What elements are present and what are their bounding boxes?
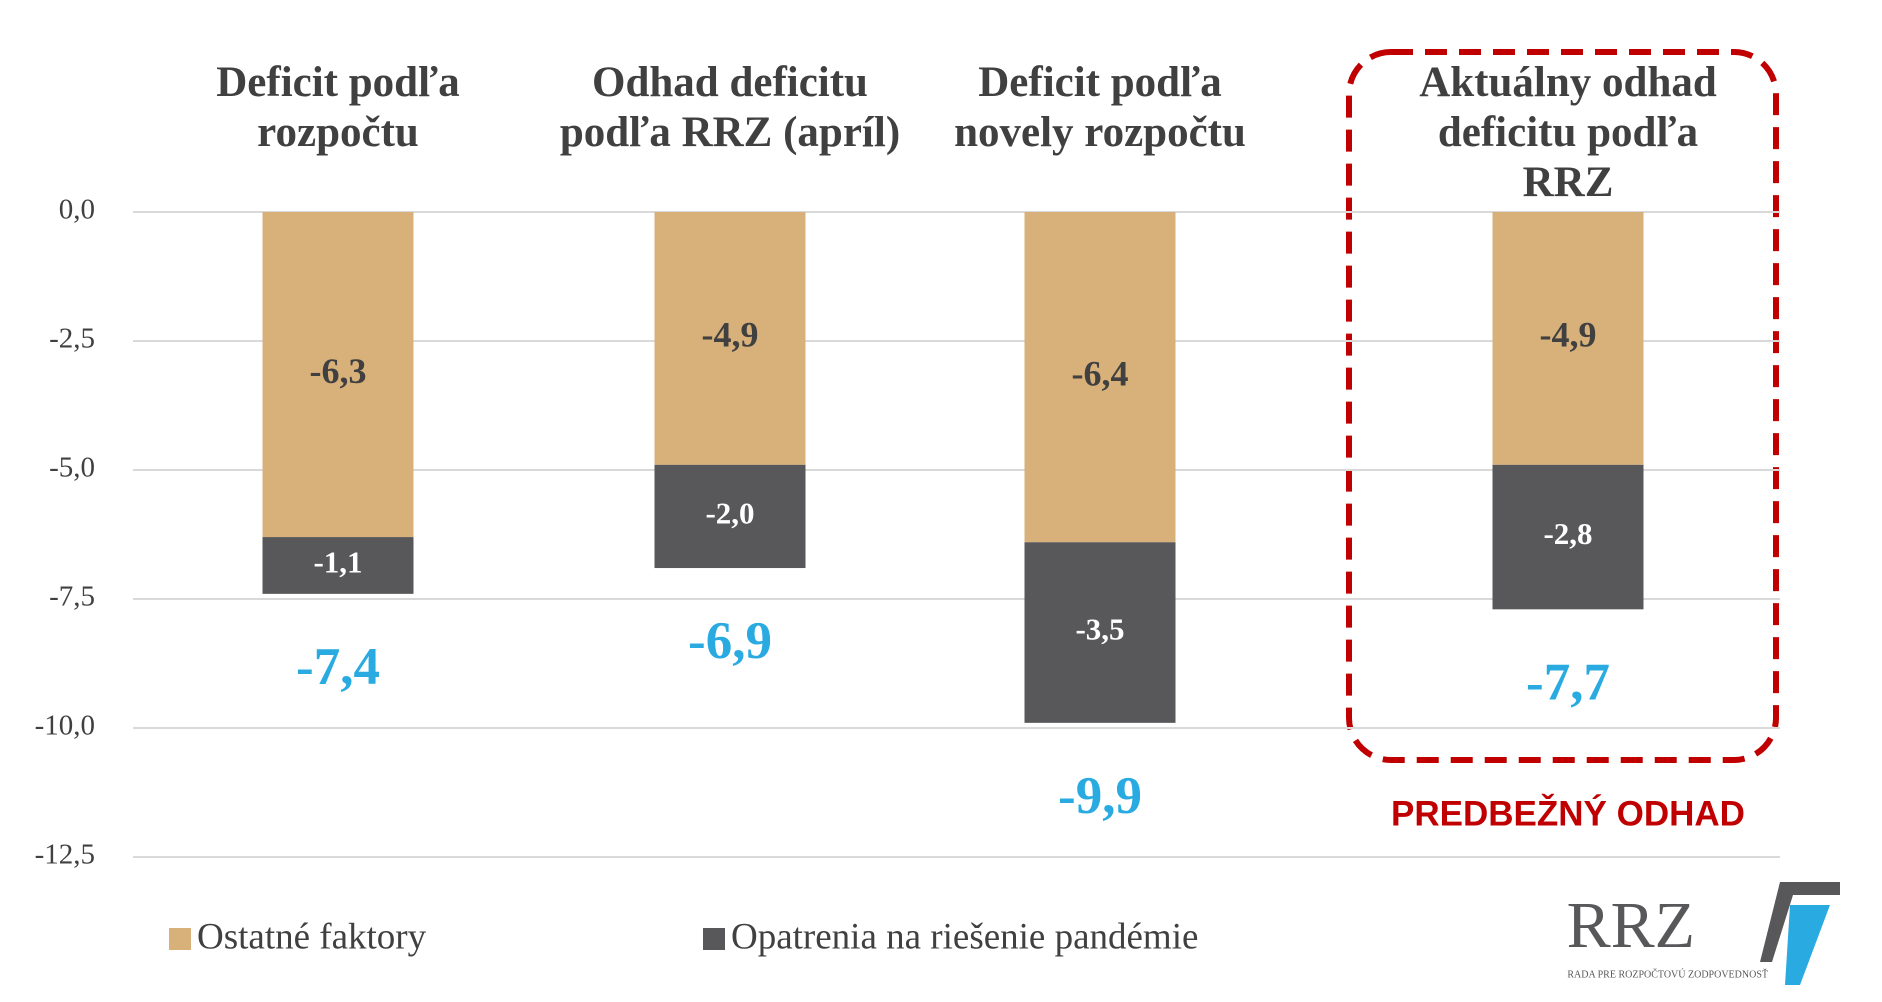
bar-segment	[1492, 464, 1644, 610]
value-label: -6,3	[310, 351, 367, 391]
value-label: -2,0	[705, 496, 754, 531]
category-label: Odhad deficitu podľa RRZ (apríl)	[559, 59, 901, 156]
legend-label: Ostatné faktory	[197, 916, 427, 957]
bar-segment	[1024, 212, 1176, 543]
bar-segment	[654, 464, 806, 569]
value-label: -1,1	[313, 545, 362, 580]
value-label: -2,8	[1543, 516, 1592, 551]
y-tick-label: -5,0	[49, 452, 95, 484]
value-label: -3,5	[1075, 612, 1124, 647]
total-label: -7,7	[1526, 653, 1610, 711]
annotation: PREDBEŽNÝ ODHAD	[1391, 793, 1745, 833]
logo-subtext: RADA PRE ROZPOČTOVÚ ZODPOVEDNOSŤ	[1567, 968, 1768, 980]
legend-swatch	[703, 928, 725, 950]
total-label: -7,4	[296, 638, 380, 696]
bar-segment	[262, 212, 414, 538]
legend-label: Opatrenia na riešenie pandémie	[731, 916, 1198, 957]
total-label: -6,9	[688, 612, 772, 670]
legend-swatch	[169, 928, 191, 950]
y-tick-label: -2,5	[49, 323, 95, 355]
y-tick-label: -7,5	[49, 581, 95, 613]
logo-mark	[1760, 882, 1840, 985]
y-tick-label: -10,0	[35, 710, 95, 742]
bar-segment	[1024, 542, 1176, 723]
bar-segment	[262, 537, 414, 594]
bar-segment	[1492, 212, 1644, 465]
highlight-box	[1346, 49, 1779, 763]
category-label: Aktuálny odhad deficitu podľa RRZ	[1419, 59, 1717, 206]
total-label: -9,9	[1058, 767, 1142, 825]
y-tick-label: -12,5	[35, 839, 95, 871]
value-label: -4,9	[702, 315, 759, 355]
category-label: Deficit podľa rozpočtu	[216, 59, 460, 156]
value-label: -4,9	[1540, 315, 1597, 355]
logo-text: RRZ	[1567, 889, 1695, 962]
y-tick-label: 0,0	[59, 194, 95, 226]
value-label: -6,4	[1072, 353, 1129, 393]
bar-segment	[654, 212, 806, 465]
category-label: Deficit podľa novely rozpočtu	[954, 59, 1246, 156]
